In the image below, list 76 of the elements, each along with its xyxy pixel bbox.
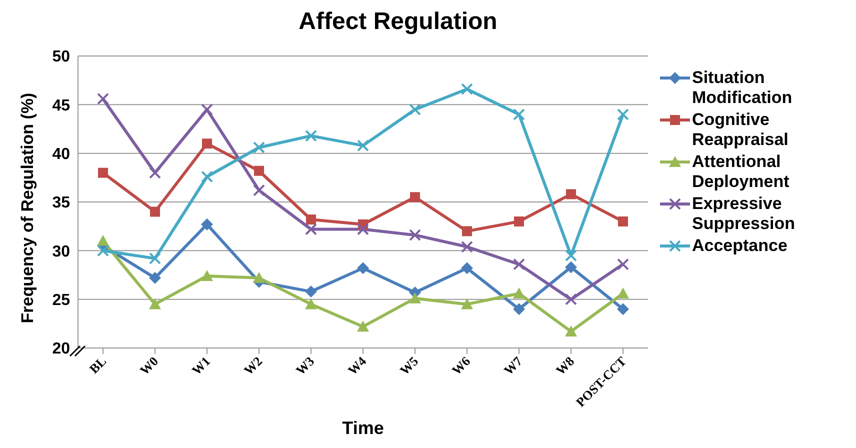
point xyxy=(617,108,629,120)
y-tick-label: 30 xyxy=(52,243,70,260)
point xyxy=(513,303,525,316)
point xyxy=(357,140,369,152)
y-tick-label: 50 xyxy=(52,48,70,66)
legend-label: Attentional Deployment xyxy=(692,152,790,192)
point xyxy=(253,141,265,154)
point xyxy=(617,303,629,316)
point xyxy=(565,250,577,262)
point xyxy=(150,206,160,217)
point xyxy=(306,214,316,225)
point xyxy=(409,104,421,116)
x-tick-label: W3 xyxy=(292,353,318,378)
x-tick-label: W8 xyxy=(552,353,578,378)
point xyxy=(253,272,265,283)
chart-title: Affect Regulation xyxy=(298,8,498,36)
point xyxy=(618,216,628,226)
point xyxy=(305,130,317,142)
point xyxy=(149,166,161,179)
x-axis-title: Time xyxy=(341,418,385,439)
point xyxy=(461,298,473,310)
point xyxy=(565,261,577,274)
y-tick-label: 40 xyxy=(52,146,70,164)
point xyxy=(513,258,525,270)
point xyxy=(357,223,369,236)
x-tick-label: W2 xyxy=(240,354,266,378)
x-tick-label: W1 xyxy=(188,354,214,378)
point xyxy=(254,166,264,176)
point xyxy=(513,287,525,298)
point xyxy=(461,262,473,274)
point xyxy=(201,170,213,183)
point xyxy=(461,83,473,96)
legend-label: Acceptance xyxy=(692,236,788,256)
point xyxy=(305,286,317,298)
x-tick-label: W4 xyxy=(344,353,370,378)
y-tick-label: 25 xyxy=(52,292,70,310)
point xyxy=(565,325,577,336)
point xyxy=(201,218,213,230)
point xyxy=(357,320,369,332)
point xyxy=(565,293,577,306)
x-tick-label: BL xyxy=(86,353,110,376)
point xyxy=(410,192,420,202)
legend-label: Situation Modification xyxy=(692,68,794,108)
point xyxy=(513,108,525,120)
legend-label: Cognitive Reappraisal xyxy=(692,110,790,150)
point xyxy=(409,292,421,304)
point xyxy=(201,104,213,116)
point xyxy=(202,138,212,149)
point xyxy=(97,234,109,246)
point xyxy=(149,252,161,264)
point xyxy=(461,240,473,253)
point xyxy=(409,229,421,242)
y-tick-label: 20 xyxy=(52,340,70,358)
point xyxy=(617,287,629,298)
point xyxy=(566,189,576,200)
x-tick-label: W6 xyxy=(448,353,474,378)
point xyxy=(357,262,369,274)
point xyxy=(97,92,109,105)
point xyxy=(305,298,317,310)
point xyxy=(305,223,317,236)
point xyxy=(98,168,108,178)
point xyxy=(97,244,109,257)
point xyxy=(462,226,472,236)
legend-label: Expressive Suppression xyxy=(692,194,796,234)
y-axis-title: Frequency of Regulation (%) xyxy=(18,92,38,326)
point xyxy=(149,298,161,310)
point xyxy=(253,184,265,196)
x-tick-label: W5 xyxy=(396,353,422,378)
x-tick-label: W7 xyxy=(500,353,526,378)
y-tick-label: 35 xyxy=(52,194,70,212)
point xyxy=(514,216,524,226)
y-tick-label: 45 xyxy=(52,97,70,114)
point xyxy=(617,258,629,270)
point xyxy=(149,272,161,284)
point xyxy=(201,270,213,281)
x-tick-label: W0 xyxy=(136,354,162,378)
